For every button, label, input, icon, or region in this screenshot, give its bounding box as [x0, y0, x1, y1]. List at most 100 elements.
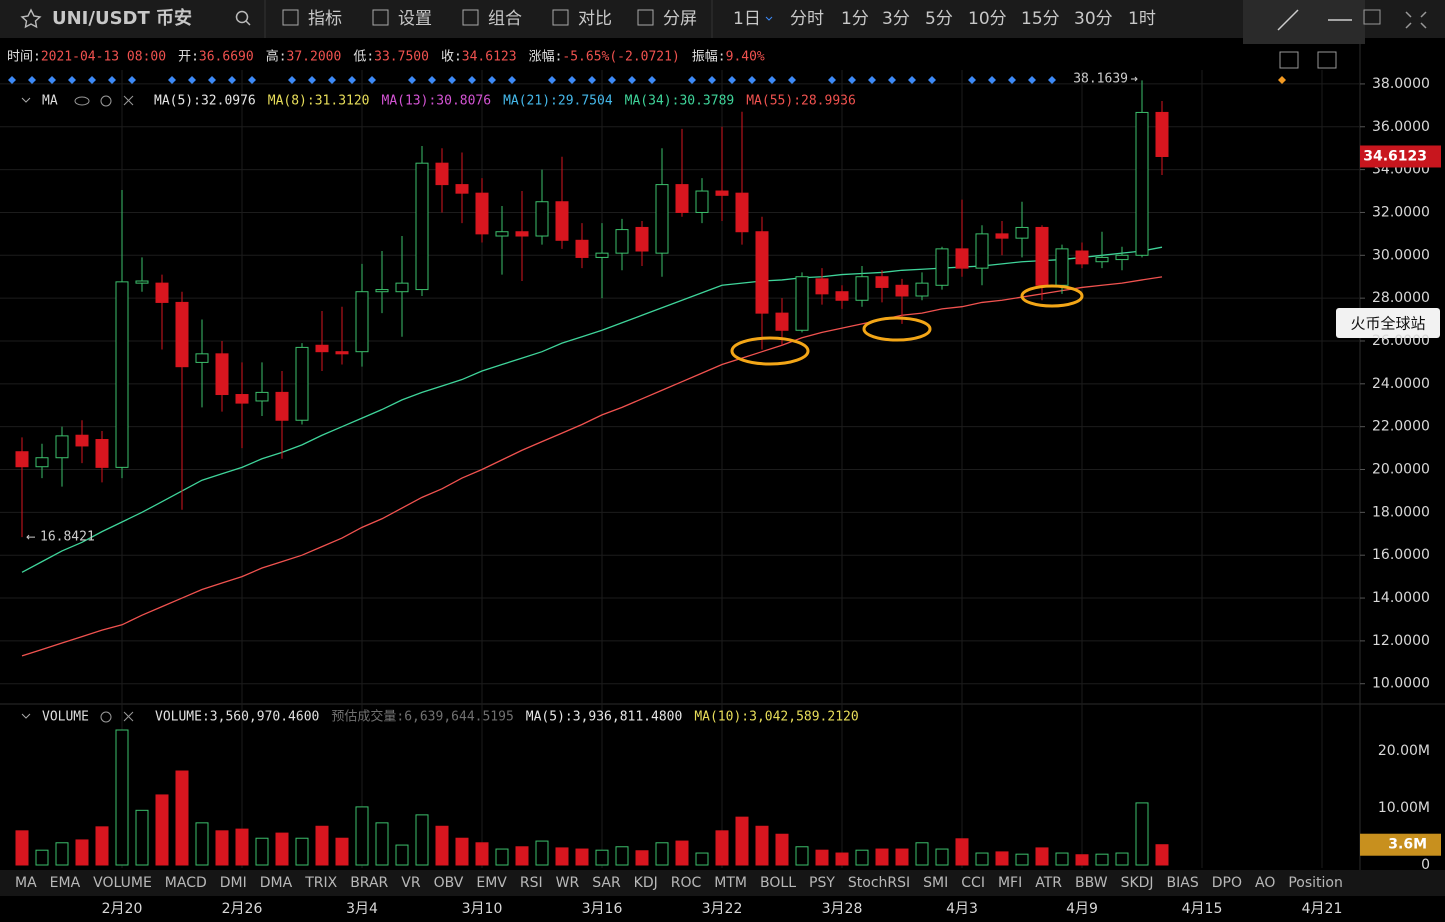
candle-body	[655, 184, 669, 254]
indicator-tab[interactable]: BIAS	[1167, 875, 1199, 891]
collapse-icon	[21, 97, 31, 103]
close-icon[interactable]	[123, 711, 134, 722]
indicator-tab[interactable]: MFI	[998, 875, 1022, 891]
indicator-tab[interactable]: MTM	[714, 875, 747, 891]
toolbar-button[interactable]: 指标	[308, 9, 342, 29]
settings-icon[interactable]	[100, 95, 112, 107]
indicator-tab[interactable]: BOLL	[760, 875, 796, 891]
interval[interactable]: 1时	[1128, 9, 1156, 29]
indicator-tab[interactable]: EMV	[476, 875, 507, 891]
event-marker	[828, 76, 836, 84]
event-marker	[788, 76, 796, 84]
event-marker	[868, 76, 876, 84]
button-icon	[552, 9, 569, 26]
indicator-tab[interactable]: MA	[15, 875, 37, 891]
expand-icon[interactable]	[1317, 51, 1337, 69]
candle-body	[595, 252, 609, 258]
indicator-tab[interactable]: ROC	[671, 875, 702, 891]
event-marker	[128, 76, 136, 84]
event-marker	[648, 76, 656, 84]
favorite-icon[interactable]	[20, 8, 42, 29]
y-tick-label: 32.0000	[1372, 204, 1430, 220]
volume-badge	[1360, 833, 1441, 856]
exchange-label: 火币全球站	[1350, 315, 1425, 333]
event-marker	[628, 76, 636, 84]
event-marker	[28, 76, 36, 84]
indicator-tab[interactable]: OBV	[434, 875, 464, 891]
volume-bar	[655, 842, 669, 866]
indicator-tab[interactable]: MACD	[165, 875, 207, 891]
x-tick-label: 2月20	[102, 901, 143, 917]
y-tick-label: 14.0000	[1372, 590, 1430, 606]
calendar-icon[interactable]	[1279, 51, 1299, 69]
y-tick-label: 12.0000	[1372, 633, 1430, 649]
indicator-tab[interactable]: PSY	[809, 875, 835, 891]
info-value: 9.40%	[726, 50, 765, 65]
volume-badge-label: 3.6M	[1388, 837, 1427, 853]
info-label: 涨幅:	[529, 50, 563, 65]
indicator-tab[interactable]: RSI	[520, 875, 543, 891]
event-marker	[748, 76, 756, 84]
indicator-tab[interactable]: KDJ	[634, 875, 658, 891]
event-marker	[368, 76, 376, 84]
indicator-tab[interactable]: CCI	[961, 875, 985, 891]
search-icon[interactable]	[235, 10, 249, 24]
indicator-tab[interactable]: Position	[1288, 875, 1343, 891]
settings-icon[interactable]	[100, 711, 112, 723]
indicator-tab[interactable]: EMA	[50, 875, 81, 891]
volume-bar	[875, 848, 889, 866]
indicator-tab[interactable]: WR	[556, 875, 580, 891]
interval[interactable]: 分时	[790, 9, 824, 29]
close-icon[interactable]	[123, 95, 134, 106]
candle-body	[815, 278, 829, 295]
y-tick-label: 38.0000	[1372, 76, 1430, 92]
indicator-tab[interactable]: AO	[1255, 875, 1275, 891]
indicator-tab[interactable]: BRAR	[350, 875, 388, 891]
volume-bar	[95, 826, 109, 866]
indicator-tab[interactable]: TRIX	[304, 875, 337, 891]
indicator-tab[interactable]: SKDJ	[1121, 875, 1154, 891]
indicator-tab[interactable]: VOLUME	[93, 875, 152, 891]
indicator-tab[interactable]: DMI	[220, 875, 247, 891]
fullscreen-tool[interactable]	[1405, 11, 1427, 29]
x-tick-label: 3月22	[702, 901, 743, 917]
toolbar-button[interactable]: 组合	[488, 9, 522, 29]
candle-body	[395, 282, 409, 293]
indicator-tab[interactable]: DMA	[260, 875, 293, 891]
toolbar-button[interactable]: 对比	[578, 9, 612, 29]
interval[interactable]: 30分	[1074, 9, 1113, 29]
camera-tool[interactable]	[1363, 9, 1381, 25]
interval[interactable]: 5分	[925, 9, 953, 29]
candle-body	[95, 439, 109, 468]
volume-bar	[675, 840, 689, 866]
toolbar-button[interactable]: 设置	[398, 9, 432, 29]
interval[interactable]: 3分	[882, 9, 910, 29]
indicator-tab[interactable]: ATR	[1035, 875, 1062, 891]
event-marker	[348, 76, 356, 84]
toolbar-button[interactable]: 分屏	[663, 9, 697, 29]
volume-bar	[415, 814, 429, 866]
indicator-tab[interactable]: DPO	[1212, 875, 1242, 891]
volume-bar	[615, 846, 629, 866]
indicator-tab[interactable]: BBW	[1075, 875, 1108, 891]
indicator-tab[interactable]: VR	[401, 875, 421, 891]
candle-body	[775, 312, 789, 331]
event-marker	[728, 76, 736, 84]
volume-bar	[275, 832, 289, 866]
interval[interactable]: 10分	[968, 9, 1007, 29]
indicator-tab[interactable]: StochRSI	[848, 875, 910, 891]
line-tool[interactable]	[1277, 9, 1299, 31]
y-tick-label: 28.0000	[1372, 290, 1430, 306]
event-marker	[848, 76, 856, 84]
info-value: 34.6123	[462, 50, 517, 65]
indicator-tab[interactable]: SAR	[592, 875, 621, 891]
event-marker	[688, 76, 696, 84]
button-icon	[282, 9, 299, 26]
info-value: -5.65%(-2.0721)	[562, 50, 679, 65]
interval-active[interactable]: 1日	[733, 9, 761, 29]
volume-bar	[35, 849, 49, 866]
indicator-tab[interactable]: SMI	[923, 875, 948, 891]
interval[interactable]: 1分	[841, 9, 869, 29]
interval[interactable]: 15分	[1021, 9, 1060, 29]
visibility-icon[interactable]	[74, 96, 90, 106]
